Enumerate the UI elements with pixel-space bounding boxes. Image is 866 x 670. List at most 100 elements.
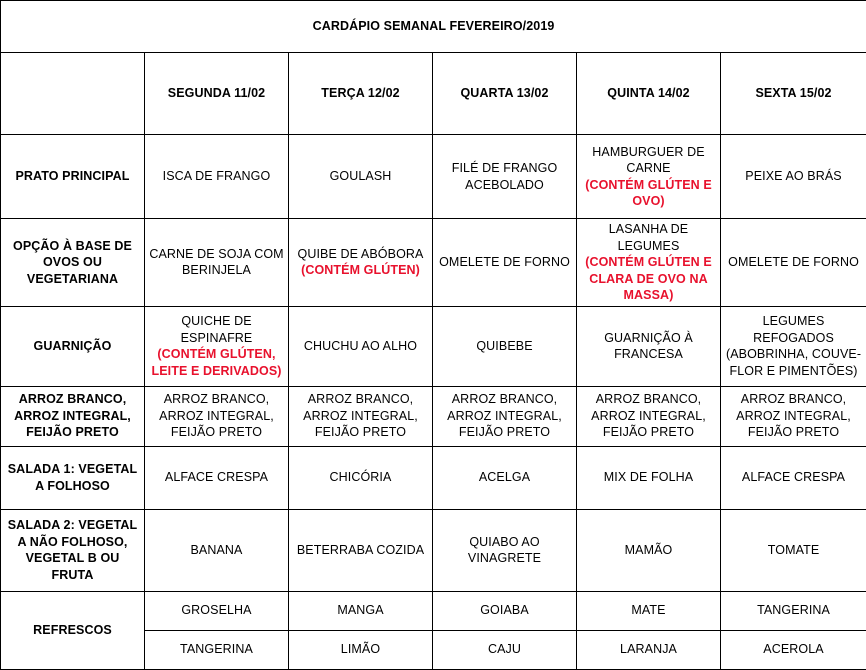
row-label-arroz-feijao: ARROZ BRANCO, ARROZ INTEGRAL, FEIJÃO PRE… — [1, 386, 145, 446]
menu-item-name: TOMATE — [725, 542, 862, 559]
menu-cell: CHUCHU AO ALHO — [289, 306, 433, 386]
menu-item-name: CAJU — [437, 641, 572, 658]
menu-item-name: TANGERINA — [149, 641, 284, 658]
table-row-prato-principal: PRATO PRINCIPAL ISCA DE FRANGO GOULASH F… — [1, 135, 866, 219]
day-header-segunda: SEGUNDA 11/02 — [145, 53, 289, 135]
menu-cell: QUIABO AO VINAGRETE — [433, 509, 577, 591]
menu-item-name: HAMBURGUER DE CARNE — [581, 144, 716, 177]
menu-item-name: MIX DE FOLHA — [581, 469, 716, 486]
menu-cell: MIX DE FOLHA — [577, 446, 721, 509]
menu-item-name: BANANA — [149, 542, 284, 559]
allergen-warning: (CONTÉM GLÚTEN E CLARA DE OVO NA MASSA) — [581, 254, 716, 304]
day-header-terca: TERÇA 12/02 — [289, 53, 433, 135]
allergen-warning: (CONTÉM GLÚTEN E OVO) — [581, 177, 716, 210]
menu-item-name: MANGA — [293, 602, 428, 619]
page-title: CARDÁPIO SEMANAL FEVEREIRO/2019 — [1, 1, 866, 53]
menu-cell: OMELETE DE FORNO — [433, 219, 577, 307]
menu-cell: MATE — [577, 591, 721, 630]
table-row-refrescos-line-1: REFRESCOS GROSELHA MANGA GOIABA MATE TAN… — [1, 591, 866, 630]
menu-item-name: LEGUMES REFOGADOS (ABOBRINHA, COUVE-FLOR… — [725, 313, 862, 379]
menu-cell: LARANJA — [577, 630, 721, 669]
menu-cell: FILÉ DE FRANGO ACEBOLADO — [433, 135, 577, 219]
menu-cell: ALFACE CRESPA — [145, 446, 289, 509]
menu-cell: MAMÃO — [577, 509, 721, 591]
row-label-salada-1: SALADA 1: VEGETAL A FOLHOSO — [1, 446, 145, 509]
menu-item-name: MATE — [581, 602, 716, 619]
menu-cell: QUICHE DE ESPINAFRE(CONTÉM GLÚTEN, LEITE… — [145, 306, 289, 386]
menu-item-name: QUICHE DE ESPINAFRE — [149, 313, 284, 346]
menu-cell: ARROZ BRANCO, ARROZ INTEGRAL, FEIJÃO PRE… — [721, 386, 866, 446]
row-label-guarnicao: GUARNIÇÃO — [1, 306, 145, 386]
menu-cell: ISCA DE FRANGO — [145, 135, 289, 219]
menu-cell: CARNE DE SOJA COM BERINJELA — [145, 219, 289, 307]
menu-item-name: ARROZ BRANCO, ARROZ INTEGRAL, FEIJÃO PRE… — [149, 391, 284, 441]
title-row: CARDÁPIO SEMANAL FEVEREIRO/2019 — [1, 1, 866, 53]
menu-cell: ARROZ BRANCO, ARROZ INTEGRAL, FEIJÃO PRE… — [289, 386, 433, 446]
menu-item-name: QUIABO AO VINAGRETE — [437, 534, 572, 567]
menu-cell: PEIXE AO BRÁS — [721, 135, 866, 219]
day-header-quarta: QUARTA 13/02 — [433, 53, 577, 135]
menu-cell: LIMÃO — [289, 630, 433, 669]
menu-item-name: ISCA DE FRANGO — [149, 168, 284, 185]
menu-item-name: LIMÃO — [293, 641, 428, 658]
menu-item-name: GOIABA — [437, 602, 572, 619]
row-label-refrescos: REFRESCOS — [1, 591, 145, 669]
row-label-opcao-vegetariana: OPÇÃO À BASE DE OVOS OU VEGETARIANA — [1, 219, 145, 307]
menu-sheet: CARDÁPIO SEMANAL FEVEREIRO/2019 SEGUNDA … — [0, 0, 866, 654]
menu-item-name: PEIXE AO BRÁS — [725, 168, 862, 185]
menu-item-name: CHICÓRIA — [293, 469, 428, 486]
menu-cell: CAJU — [433, 630, 577, 669]
menu-item-name: QUIBEBE — [437, 338, 572, 355]
menu-item-name: MAMÃO — [581, 542, 716, 559]
menu-item-name: OMELETE DE FORNO — [725, 254, 862, 271]
menu-cell: HAMBURGUER DE CARNE(CONTÉM GLÚTEN E OVO) — [577, 135, 721, 219]
menu-cell: QUIBEBE — [433, 306, 577, 386]
menu-item-name: BETERRABA COZIDA — [293, 542, 428, 559]
menu-item-name: ARROZ BRANCO, ARROZ INTEGRAL, FEIJÃO PRE… — [725, 391, 862, 441]
menu-cell: ARROZ BRANCO, ARROZ INTEGRAL, FEIJÃO PRE… — [145, 386, 289, 446]
menu-item-name: QUIBE DE ABÓBORA — [293, 246, 428, 263]
menu-item-name: ARROZ BRANCO, ARROZ INTEGRAL, FEIJÃO PRE… — [437, 391, 572, 441]
menu-cell: OMELETE DE FORNO — [721, 219, 866, 307]
menu-item-name: OMELETE DE FORNO — [437, 254, 572, 271]
table-row-arroz-feijao: ARROZ BRANCO, ARROZ INTEGRAL, FEIJÃO PRE… — [1, 386, 866, 446]
table-row-salada-2: SALADA 2: VEGETAL A NÃO FOLHOSO, VEGETAL… — [1, 509, 866, 591]
menu-item-name: ACELGA — [437, 469, 572, 486]
header-corner-cell — [1, 53, 145, 135]
menu-cell: MANGA — [289, 591, 433, 630]
day-header-quinta: QUINTA 14/02 — [577, 53, 721, 135]
menu-cell: ARROZ BRANCO, ARROZ INTEGRAL, FEIJÃO PRE… — [433, 386, 577, 446]
menu-cell: GROSELHA — [145, 591, 289, 630]
menu-cell: BETERRABA COZIDA — [289, 509, 433, 591]
menu-item-name: ARROZ BRANCO, ARROZ INTEGRAL, FEIJÃO PRE… — [293, 391, 428, 441]
menu-item-name: LARANJA — [581, 641, 716, 658]
menu-cell: CHICÓRIA — [289, 446, 433, 509]
menu-cell: ACEROLA — [721, 630, 866, 669]
menu-cell: GUARNIÇÃO À FRANCESA — [577, 306, 721, 386]
menu-cell: GOIABA — [433, 591, 577, 630]
menu-item-name: GROSELHA — [149, 602, 284, 619]
menu-cell: LEGUMES REFOGADOS (ABOBRINHA, COUVE-FLOR… — [721, 306, 866, 386]
allergen-warning: (CONTÉM GLÚTEN) — [293, 262, 428, 279]
menu-cell: BANANA — [145, 509, 289, 591]
menu-item-name: ALFACE CRESPA — [725, 469, 862, 486]
table-row-opcao-vegetariana: OPÇÃO À BASE DE OVOS OU VEGETARIANA CARN… — [1, 219, 866, 307]
menu-item-name: ACEROLA — [725, 641, 862, 658]
menu-cell: TOMATE — [721, 509, 866, 591]
allergen-warning: (CONTÉM GLÚTEN, LEITE E DERIVADOS) — [149, 346, 284, 379]
menu-item-name: ARROZ BRANCO, ARROZ INTEGRAL, FEIJÃO PRE… — [581, 391, 716, 441]
day-header-sexta: SEXTA 15/02 — [721, 53, 866, 135]
menu-item-name: FILÉ DE FRANGO ACEBOLADO — [437, 160, 572, 193]
menu-item-name: TANGERINA — [725, 602, 862, 619]
menu-cell: ALFACE CRESPA — [721, 446, 866, 509]
menu-item-name: CHUCHU AO ALHO — [293, 338, 428, 355]
menu-item-name: GOULASH — [293, 168, 428, 185]
menu-item-name: GUARNIÇÃO À FRANCESA — [581, 330, 716, 363]
table-row-guarnicao: GUARNIÇÃO QUICHE DE ESPINAFRE(CONTÉM GLÚ… — [1, 306, 866, 386]
menu-cell: TANGERINA — [145, 630, 289, 669]
menu-item-name: ALFACE CRESPA — [149, 469, 284, 486]
menu-cell: ACELGA — [433, 446, 577, 509]
menu-item-name: LASANHA DE LEGUMES — [581, 221, 716, 254]
day-header-row: SEGUNDA 11/02 TERÇA 12/02 QUARTA 13/02 Q… — [1, 53, 866, 135]
